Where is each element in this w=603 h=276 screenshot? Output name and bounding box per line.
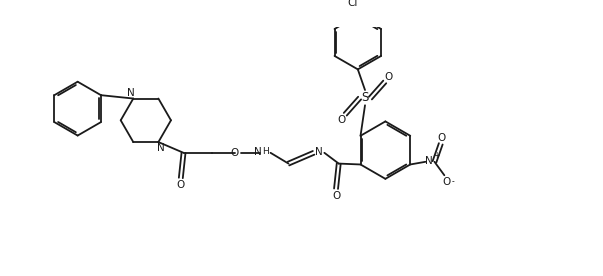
Text: H: H [262,147,268,156]
Text: N: N [425,156,433,166]
Text: -: - [452,177,455,186]
Text: O: O [230,148,239,158]
Text: Cl: Cl [347,0,358,8]
Text: O: O [442,177,450,187]
Text: O: O [338,115,346,125]
Text: S: S [361,91,368,104]
Text: +: + [433,151,440,160]
Text: N: N [315,147,323,157]
Text: O: O [177,180,185,190]
Text: N: N [127,88,134,98]
Text: N: N [254,147,262,157]
Text: O: O [384,71,393,81]
Text: O: O [438,132,446,143]
Text: N: N [157,143,165,153]
Text: O: O [332,191,340,201]
